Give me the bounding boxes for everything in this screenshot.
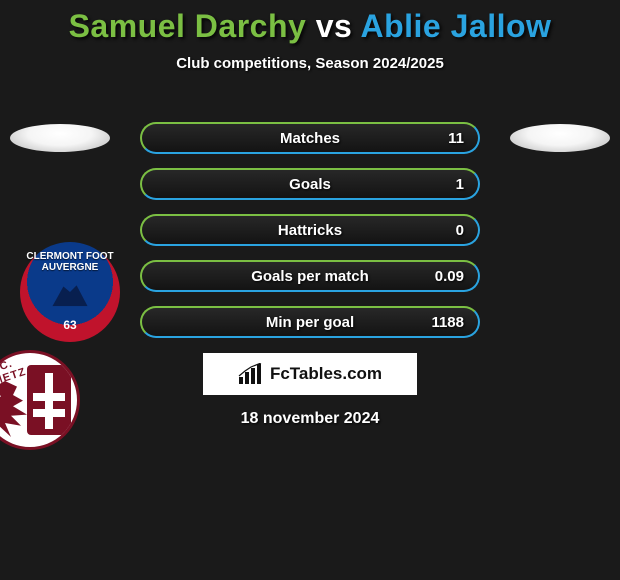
- stat-value: 11: [448, 124, 464, 152]
- bar-chart-icon: [238, 363, 264, 385]
- lorraine-cross-h1: [33, 393, 65, 401]
- ellipse-shadow-right: [510, 124, 610, 152]
- stat-row-min-per-goal: Min per goal 1188: [140, 306, 480, 338]
- stat-label: Min per goal: [142, 308, 478, 336]
- subtitle: Club competitions, Season 2024/2025: [0, 55, 620, 72]
- page-title: Samuel Darchy vs Ablie Jallow: [0, 0, 620, 45]
- stats-list: Matches 11 Goals 1 Hattricks 0 Goals per…: [140, 122, 480, 352]
- stat-row-goals-per-match: Goals per match 0.09: [140, 260, 480, 292]
- club-left-name-top: CLERMONT FOOT AUVERGNE: [20, 252, 120, 273]
- date-text: 18 november 2024: [0, 410, 620, 428]
- player1-name: Samuel Darchy: [69, 8, 307, 44]
- stat-row-matches: Matches 11: [140, 122, 480, 154]
- vs-text: vs: [316, 8, 361, 44]
- stat-label: Matches: [142, 124, 478, 152]
- stat-value: 0: [456, 216, 464, 244]
- volcano-icon: [48, 284, 92, 306]
- stat-row-goals: Goals 1: [140, 168, 480, 200]
- club-left-number: 63: [20, 318, 120, 332]
- stat-value: 1188: [431, 308, 464, 336]
- stat-label: Goals: [142, 170, 478, 198]
- dragon-icon: [0, 381, 29, 437]
- club-badge-right: F.C. METZ: [0, 350, 80, 450]
- club-badge-left: CLERMONT FOOT AUVERGNE 63: [20, 242, 120, 342]
- stat-row-hattricks: Hattricks 0: [140, 214, 480, 246]
- branding-text: FcTables.com: [270, 364, 382, 384]
- player2-name: Ablie Jallow: [360, 8, 551, 44]
- ellipse-shadow-left: [10, 124, 110, 152]
- stat-value: 0.09: [435, 262, 464, 290]
- stat-label: Goals per match: [142, 262, 478, 290]
- comparison-card: Samuel Darchy vs Ablie Jallow Club compe…: [0, 0, 620, 580]
- stat-value: 1: [456, 170, 464, 198]
- branding-box: FcTables.com: [202, 352, 418, 396]
- stat-label: Hattricks: [142, 216, 478, 244]
